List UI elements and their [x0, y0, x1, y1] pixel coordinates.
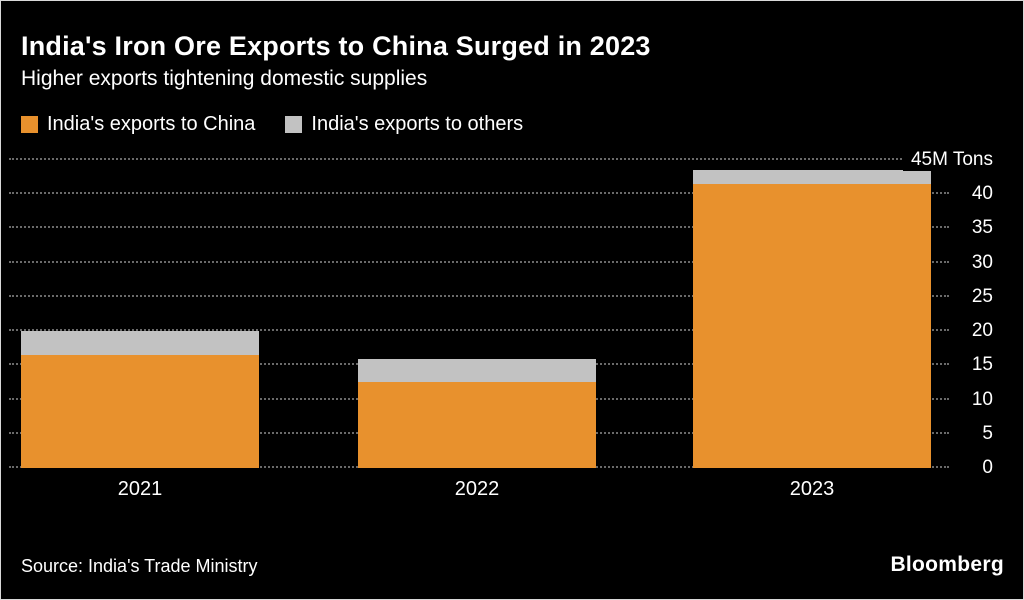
legend-swatch-others-icon — [285, 116, 303, 133]
bar-segment — [693, 170, 932, 184]
y-tick-label: 45M Tons — [902, 149, 993, 171]
bar-segment — [358, 358, 597, 383]
legend: India's exports to China India's exports… — [21, 113, 523, 136]
bar-group-2023 — [693, 160, 932, 468]
legend-label-others: India's exports to others — [311, 113, 524, 135]
gridline — [9, 158, 949, 160]
legend-item-others: India's exports to others — [285, 113, 523, 136]
bar-segment — [358, 382, 597, 468]
plot-area — [9, 158, 949, 468]
y-tick-label: 0 — [974, 457, 993, 479]
y-tick-label: 40 — [963, 183, 993, 206]
y-tick-label: 10 — [963, 388, 993, 411]
chart-title: India's Iron Ore Exports to China Surged… — [21, 31, 651, 61]
bar-segment — [693, 183, 932, 468]
y-tick-label: 5 — [974, 422, 993, 445]
gridline — [9, 192, 949, 195]
source-note: Source: India's Trade Ministry — [21, 556, 258, 576]
y-axis-labels: 0 5 10 15 20 25 30 35 40 45M Tons — [853, 149, 993, 479]
y-tick-label: 20 — [963, 320, 993, 343]
y-tick-label: 25 — [963, 285, 993, 308]
bar-segment — [21, 331, 260, 356]
x-tick-label: 2023 — [789, 478, 835, 500]
y-tick-label: 15 — [963, 354, 993, 377]
gridline — [9, 294, 949, 297]
x-tick-label: 2021 — [117, 478, 163, 500]
legend-label-china: India's exports to China — [47, 113, 256, 135]
chart-subtitle: Higher exports tightening domestic suppl… — [21, 67, 428, 90]
y-tick-label: 35 — [963, 217, 993, 240]
bar-segment — [21, 355, 260, 468]
bar-group-2021 — [21, 160, 260, 468]
legend-item-china: India's exports to China — [21, 113, 255, 136]
gridline — [9, 260, 949, 263]
bloomberg-logo: Bloomberg — [890, 553, 1004, 576]
x-tick-label: 2022 — [454, 478, 500, 500]
y-tick-label: 30 — [963, 251, 993, 274]
gridline — [9, 329, 949, 332]
legend-swatch-china-icon — [21, 116, 38, 133]
bar-group-2022 — [358, 160, 597, 468]
x-axis-labels: 2021 2022 2023 — [9, 478, 949, 506]
gridline — [9, 226, 949, 229]
